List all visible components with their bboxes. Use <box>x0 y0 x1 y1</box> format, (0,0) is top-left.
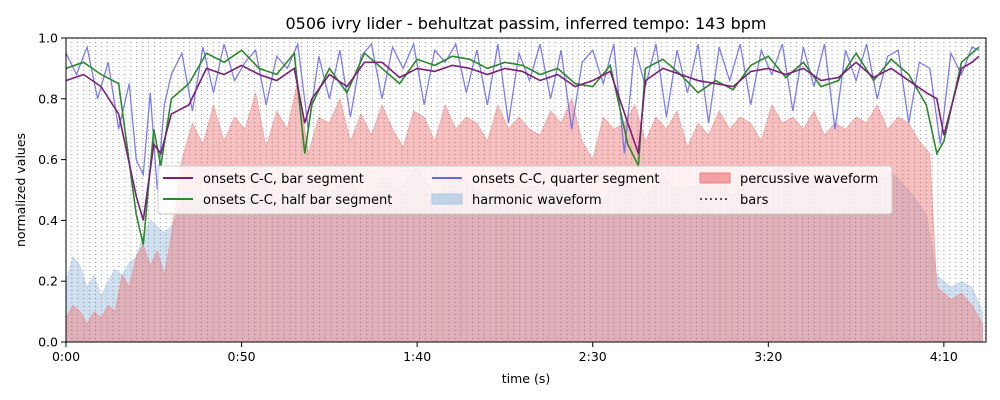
legend-swatch <box>699 172 731 184</box>
y-tick-label: 0.8 <box>38 91 58 106</box>
y-tick-label: 0.4 <box>38 213 58 228</box>
y-tick-label: 0.2 <box>38 274 58 289</box>
y-axis-label: normalized values <box>13 133 28 247</box>
legend-label: onsets C-C, half bar segment <box>203 193 392 208</box>
x-axis-ticks: 0:00 0:50 1:40 2:30 3:20 4:10 <box>52 342 958 364</box>
x-tick-label: 0:00 <box>52 349 80 364</box>
x-tick-label: 3:20 <box>754 349 782 364</box>
x-tick-label: 2:30 <box>579 349 607 364</box>
chart-title: 0506 ivry lider - behultzat passim, infe… <box>286 14 767 33</box>
x-tick-label: 4:10 <box>930 349 958 364</box>
legend-label: onsets C-C, quarter segment <box>472 172 659 187</box>
axes-frame <box>65 37 987 343</box>
legend-label: bars <box>740 193 769 208</box>
legend: onsets C-C, bar segment onsets C-C, half … <box>157 165 893 215</box>
legend-label: percussive waveform <box>740 172 878 187</box>
legend-swatch <box>431 193 463 205</box>
legend-label: harmonic waveform <box>472 193 602 208</box>
y-axis-ticks: 0.0 0.2 0.4 0.6 0.8 1.0 <box>38 31 66 350</box>
x-tick-label: 0:50 <box>228 349 256 364</box>
y-tick-label: 0.6 <box>38 152 58 167</box>
legend-label: onsets C-C, bar segment <box>203 172 364 187</box>
onset-series <box>66 41 980 245</box>
x-axis-label: time (s) <box>502 371 550 386</box>
series-line-bar-segment <box>66 55 980 221</box>
y-tick-label: 1.0 <box>38 31 58 46</box>
series-line-quarter-segment <box>66 41 980 191</box>
x-tick-label: 1:40 <box>403 349 431 364</box>
y-tick-label: 0.0 <box>38 335 58 350</box>
